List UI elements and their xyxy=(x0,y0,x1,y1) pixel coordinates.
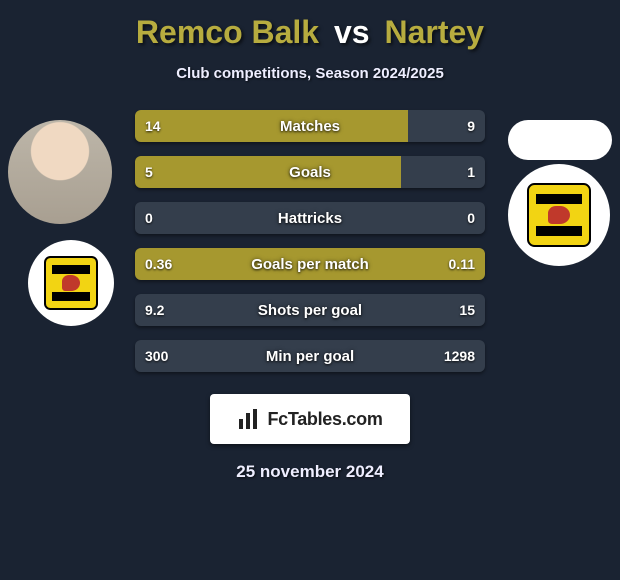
crest-animal-icon xyxy=(548,206,569,225)
player2-club-logo xyxy=(508,164,610,266)
player1-avatar xyxy=(8,120,112,224)
stat-bar-fill xyxy=(135,156,401,188)
stat-bar-rest xyxy=(135,294,485,326)
crest-animal-icon xyxy=(62,275,80,291)
stat-bar-rest xyxy=(408,110,485,142)
page-title: Remco Balk vs Nartey xyxy=(136,14,484,51)
cambuur-crest-icon xyxy=(527,183,590,246)
date-label: 25 november 2024 xyxy=(236,462,383,482)
face-placeholder-icon xyxy=(8,120,112,224)
stat-bar-rest xyxy=(135,340,485,372)
stat-bar: 0.360.11Goals per match xyxy=(135,248,485,280)
watermark-text: FcTables.com xyxy=(267,409,382,430)
cambuur-crest-icon xyxy=(44,256,97,309)
player1-club-logo xyxy=(28,240,114,326)
main-area: 149Matches 51Goals 00Hattricks 0.360.11Goal… xyxy=(0,110,620,372)
player1-name: Remco Balk xyxy=(136,14,319,50)
stat-bar-fill xyxy=(135,248,485,280)
stat-bars: 149Matches 51Goals 00Hattricks 0.360.11Goal… xyxy=(135,110,485,372)
stat-bar-rest xyxy=(135,202,485,234)
vs-separator: vs xyxy=(334,14,370,50)
stat-bar: 51Goals xyxy=(135,156,485,188)
stat-bar-fill xyxy=(135,110,408,142)
stat-bar: 00Hattricks xyxy=(135,202,485,234)
stat-bar: 149Matches xyxy=(135,110,485,142)
watermark-badge: FcTables.com xyxy=(210,394,410,444)
bar-chart-icon xyxy=(237,407,261,431)
player2-name: Nartey xyxy=(384,14,484,50)
stat-bar: 3001298Min per goal xyxy=(135,340,485,372)
subtitle: Club competitions, Season 2024/2025 xyxy=(176,65,444,82)
stat-bar: 9.215Shots per goal xyxy=(135,294,485,326)
player2-avatar xyxy=(508,120,612,160)
stat-bar-rest xyxy=(401,156,485,188)
comparison-card: Remco Balk vs Nartey Club competitions, … xyxy=(0,0,620,492)
